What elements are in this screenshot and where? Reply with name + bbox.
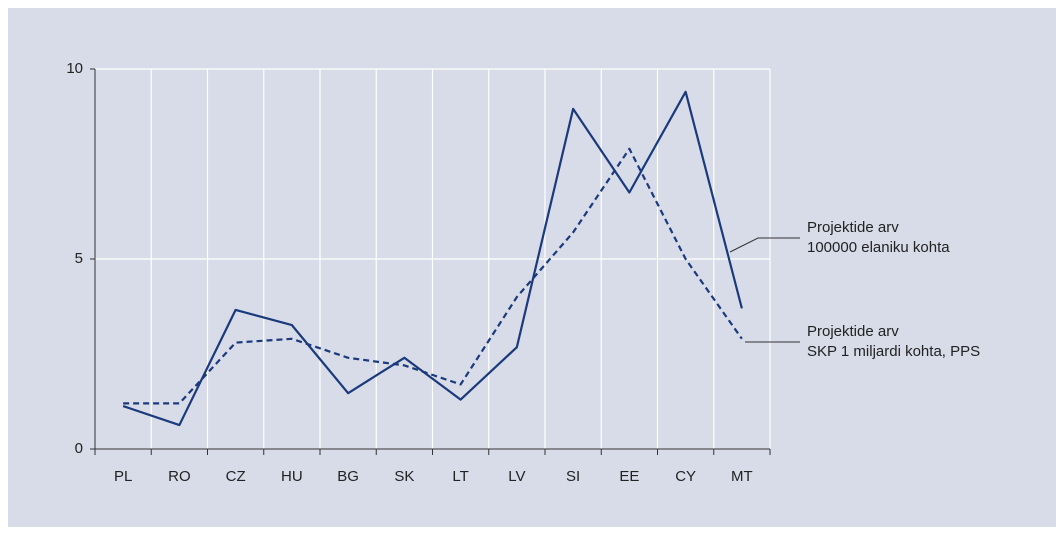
leader-line <box>729 237 800 253</box>
y-tick-label: 0 <box>75 440 83 457</box>
series-label: Projektide arv 100000 elaniku kohta <box>807 219 950 256</box>
x-tick-label: SK <box>394 468 414 485</box>
x-tick-label: LV <box>508 468 525 485</box>
x-tick-label: CY <box>675 468 696 485</box>
x-tick-label: EE <box>619 468 639 485</box>
series-line <box>122 90 743 427</box>
y-tick-label: 10 <box>66 60 83 77</box>
series-label: Projektide arv SKP 1 miljardi kohta, PPS <box>807 323 981 360</box>
x-tick-label: BG <box>337 468 359 485</box>
x-tick-label: SI <box>566 468 580 485</box>
x-tick-label: CZ <box>226 468 246 485</box>
x-tick-label: MT <box>731 468 753 485</box>
x-tick-label: HU <box>281 468 303 485</box>
x-tick-label: LT <box>452 468 468 485</box>
x-tick-label: PL <box>114 468 132 485</box>
y-tick-label: 5 <box>75 250 83 267</box>
panel <box>8 8 1056 527</box>
series-line <box>123 147 743 405</box>
x-tick-label: RO <box>168 468 191 485</box>
